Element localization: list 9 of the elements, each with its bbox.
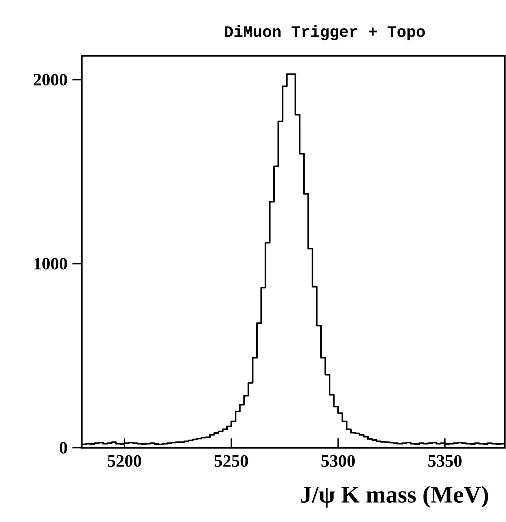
- chart-title: DiMuon Trigger + Topo: [225, 26, 426, 40]
- x-tick-label: 5250: [214, 455, 248, 468]
- x-axis-title: J/ψ K mass (MeV): [301, 486, 488, 508]
- x-tick-label: 5200: [108, 455, 142, 468]
- y-tick-label: 1000: [34, 258, 68, 270]
- x-tick-label: 5300: [322, 455, 356, 468]
- y-tick-label: 0: [60, 442, 68, 454]
- y-tick-label: 2000: [34, 74, 68, 86]
- x-tick-label: 5350: [428, 455, 462, 468]
